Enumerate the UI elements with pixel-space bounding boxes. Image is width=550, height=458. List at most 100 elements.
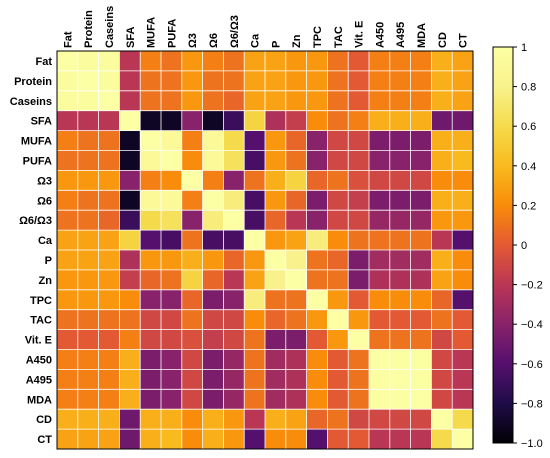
heatmap-cell (244, 210, 265, 231)
column-label: A450 (374, 22, 386, 48)
heatmap-cell (57, 389, 78, 410)
heatmap-cell (285, 429, 307, 449)
heatmap-cell (140, 90, 161, 111)
heatmap-cell (431, 130, 453, 151)
heatmap-cell (140, 309, 161, 330)
heatmap-cell (327, 230, 349, 250)
heatmap-cell (119, 250, 141, 270)
heatmap-cell (223, 110, 245, 131)
heatmap-cell (161, 269, 182, 290)
heatmap-cell (265, 389, 286, 410)
heatmap-cell (389, 130, 411, 151)
heatmap-cell (389, 349, 411, 370)
heatmap-cell (452, 130, 473, 151)
heatmap-cell (369, 329, 390, 350)
heatmap-cell (410, 369, 432, 390)
heatmap-cell (369, 170, 390, 191)
heatmap-cell (140, 409, 161, 430)
heatmap-frame (56, 50, 474, 450)
heatmap-cell (223, 389, 245, 410)
heatmap-cell (77, 90, 99, 111)
heatmap-cell (265, 210, 286, 231)
heatmap-cell (389, 70, 411, 91)
heatmap-cell (348, 369, 369, 390)
heatmap-cell (265, 110, 286, 131)
heatmap-cell (327, 170, 349, 191)
heatmap-cell (119, 51, 141, 71)
heatmap-cell (140, 230, 161, 250)
heatmap-cell (181, 429, 203, 449)
heatmap-cell (452, 429, 473, 449)
heatmap-cell (57, 329, 78, 350)
heatmap-cell (98, 90, 120, 111)
heatmap-cell (181, 269, 203, 290)
heatmap-cell (327, 110, 349, 131)
heatmap-cell (140, 269, 161, 290)
heatmap-cell (389, 210, 411, 231)
heatmap-cell (431, 349, 453, 370)
heatmap-cell (327, 389, 349, 410)
colorbar-tick-label: 0.4 (521, 161, 536, 173)
heatmap-cell (306, 369, 328, 390)
heatmap-cell (202, 110, 224, 131)
heatmap-cell (389, 51, 411, 71)
heatmap-cell (285, 409, 307, 430)
heatmap-cell (285, 51, 307, 71)
heatmap-cell (244, 309, 265, 330)
heatmap-cell (348, 70, 369, 91)
heatmap-cell (452, 389, 473, 410)
column-label: TAC (333, 26, 345, 48)
row-label: A495 (26, 374, 52, 386)
heatmap-cell (140, 130, 161, 151)
heatmap-cell (285, 389, 307, 410)
heatmap-cell (202, 90, 224, 111)
column-label: Ca (250, 33, 262, 48)
heatmap-cell (161, 90, 182, 111)
heatmap-cell (223, 210, 245, 231)
heatmap-cell (57, 369, 78, 390)
heatmap-cell (244, 409, 265, 430)
heatmap-cell (306, 329, 328, 350)
column-label: MUFA (146, 17, 158, 48)
column-label: PUFA (166, 19, 178, 48)
heatmap-cell (369, 90, 390, 111)
heatmap-cell (244, 250, 265, 270)
heatmap-cell (285, 289, 307, 310)
heatmap-cell (265, 309, 286, 330)
heatmap-cell (161, 329, 182, 350)
heatmap-cell (306, 349, 328, 370)
heatmap-cell (77, 230, 99, 250)
heatmap-cell (57, 110, 78, 131)
heatmap-cell (452, 289, 473, 310)
row-label: Protein (14, 76, 52, 88)
heatmap-cell (223, 349, 245, 370)
heatmap-cell (98, 329, 120, 350)
column-label: Fat (62, 31, 74, 48)
heatmap-cell (181, 230, 203, 250)
heatmap-cell (161, 349, 182, 370)
row-label: PUFA (23, 155, 52, 167)
heatmap-cell (119, 289, 141, 310)
heatmap-cell (369, 269, 390, 290)
row-label: MUFA (21, 136, 52, 148)
heatmap-cell (202, 429, 224, 449)
heatmap-cell (265, 90, 286, 111)
column-label: Zn (291, 34, 303, 48)
heatmap-cell (410, 389, 432, 410)
column-label: Ω3 (187, 33, 199, 48)
row-label: SFA (31, 116, 52, 128)
heatmap-cell (369, 289, 390, 310)
heatmap-cell (327, 51, 349, 71)
heatmap-cell (140, 369, 161, 390)
heatmap-cell (348, 170, 369, 191)
heatmap-cell (140, 389, 161, 410)
heatmap-cell (348, 90, 369, 111)
heatmap-cell (140, 170, 161, 191)
column-label: Ω6/Ω3 (229, 15, 241, 48)
heatmap-cell (452, 110, 473, 131)
heatmap-cell (223, 409, 245, 430)
heatmap-cell (389, 309, 411, 330)
heatmap-cell (98, 409, 120, 430)
heatmap-cell (348, 289, 369, 310)
heatmap-cell (327, 190, 349, 211)
